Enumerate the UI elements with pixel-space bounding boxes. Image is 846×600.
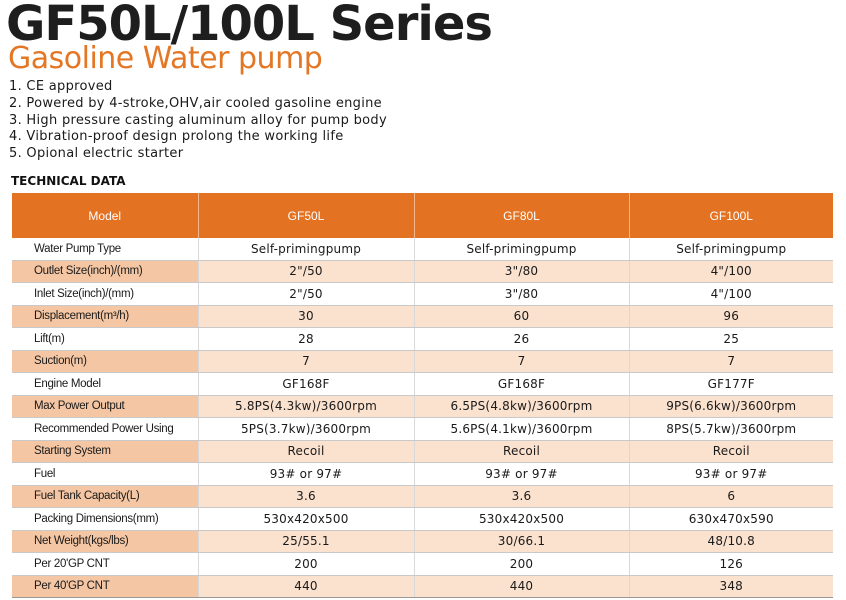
row-label-cell: Packing Dimensions(mm) [12,507,199,531]
row-label-cell: Water Pump Type [12,238,199,261]
row-label-cell: Starting System [12,440,199,463]
value-cell: Self-primingpump [198,238,415,261]
value-cell: Recoil [629,440,833,463]
value-cell: 3.6 [198,485,415,508]
feature-item: 1. CE approved [9,79,113,94]
row-label-cell: Fuel Tank Capacity(L) [12,485,199,508]
value-cell: 8PS(5.7kw)/3600rpm [629,417,833,441]
value-cell: 530x420x500 [198,507,415,531]
value-cell: 4"/100 [629,282,833,306]
value-cell: 200 [198,552,415,576]
value-cell: 5.6PS(4.1kw)/3600rpm [414,417,630,441]
row-label-cell: Fuel [12,462,199,486]
table-row: Lift(m) 28 26 25 [12,327,833,351]
table-row: Starting System Recoil Recoil Recoil [12,440,833,463]
value-cell: 6 [629,485,833,508]
value-cell: 7 [629,350,833,373]
value-cell: 25/55.1 [198,530,415,553]
value-cell: 93# or 97# [629,462,833,486]
value-cell: 30 [198,305,415,328]
row-label-cell: Displacement(m³/h) [12,305,199,328]
row-label-cell: Suction(m) [12,350,199,373]
row-label-cell: Lift(m) [12,327,199,351]
row-label-cell: Max Power Output [12,395,199,418]
row-label-cell: Per 20'GP CNT [12,552,199,576]
value-cell: Recoil [198,440,415,463]
value-cell: 7 [414,350,630,373]
column-header: GF80L [414,193,630,238]
column-header: GF50L [198,193,415,238]
row-label-cell: Inlet Size(inch)/(mm) [12,282,199,306]
table-row: Water Pump Type Self-primingpump Self-prim… [12,238,833,261]
feature-item: 5. Opional electric starter [9,146,184,162]
value-cell: 6.5PS(4.8kw)/3600rpm [414,395,630,418]
value-cell: 93# or 97# [414,462,630,486]
value-cell: 93# or 97# [198,462,415,486]
table-row: Outlet Size(inch)/(mm) 2"/50 3"/80 4"/100 [12,260,833,283]
value-cell: 28 [198,327,415,351]
value-cell: 2"/50 [198,260,415,283]
row-label-cell: Engine Model [12,372,199,396]
feature-list: 1. CE approved 2. Powered by 4-stroke,OH… [9,79,387,163]
value-cell: 440 [414,575,630,598]
page-title: GF50L/100L Series [6,0,493,52]
table-row: Fuel 93# or 97# 93# or 97# 93# or 97# [12,462,833,486]
page-subtitle: Gasoline Water pump [8,41,323,76]
value-cell: Self-primingpump [629,238,833,261]
value-cell: 96 [629,305,833,328]
column-header: Model [12,193,199,238]
value-cell: 60 [414,305,630,328]
value-cell: 3"/80 [414,282,630,306]
value-cell: 440 [198,575,415,598]
table-row: Suction(m) 7 7 7 [12,350,833,373]
table-row: Engine Model GF168F GF168F GF177F [12,372,833,396]
table-row: Fuel Tank Capacity(L) 3.6 3.6 6 [12,485,833,508]
value-cell: 3.6 [414,485,630,508]
feature-item: 2. Powered by 4-stroke,OHV,air cooled ga… [9,95,382,111]
value-cell: 7 [198,350,415,373]
value-cell: 530x420x500 [414,507,630,531]
row-label-cell: Outlet Size(inch)/(mm) [12,260,199,283]
column-header: GF100L [629,193,833,238]
value-cell: 30/66.1 [414,530,630,553]
value-cell: 126 [629,552,833,576]
table-row: Per 20'GP CNT 200 200 126 [12,552,833,576]
value-cell: 5PS(3.7kw)/3600rpm [198,417,415,441]
table-row: Max Power Output 5.8PS(4.3kw)/3600rpm 6.5P… [12,395,833,418]
value-cell: GF168F [414,372,630,396]
value-cell: 348 [629,575,833,598]
value-cell: 4"/100 [629,260,833,283]
value-cell: 48/10.8 [629,530,833,553]
value-cell: 200 [414,552,630,576]
table-row: Recommended Power Using 5PS(3.7kw)/3600rp… [12,417,833,441]
value-cell: 5.8PS(4.3kw)/3600rpm [198,395,415,418]
value-cell: 26 [414,327,630,351]
value-cell: GF168F [198,372,415,396]
value-cell: 2"/50 [198,282,415,306]
value-cell: Self-primingpump [414,238,630,261]
table-row: Packing Dimensions(mm) 530x420x500 530x420… [12,507,833,531]
section-label: TECHNICAL DATA [11,174,126,188]
value-cell: 3"/80 [414,260,630,283]
value-cell: 25 [629,327,833,351]
feature-item: 3. High pressure casting aluminum alloy … [9,112,387,128]
feature-item: 4. Vibration-proof design prolong the wo… [9,129,344,145]
table-row: Displacement(m³/h) 30 60 96 [12,305,833,328]
row-label-cell: Recommended Power Using [12,417,199,441]
row-label-cell: Net Weight(kgs/lbs) [12,530,199,553]
value-cell: Recoil [414,440,630,463]
table-row: Inlet Size(inch)/(mm) 2"/50 3"/80 4"/100 [12,282,833,306]
row-label-cell: Per 40'GP CNT [12,575,199,598]
value-cell: 630x470x590 [629,507,833,531]
value-cell: 9PS(6.6kw)/3600rpm [629,395,833,418]
table-header-row: Model GF50L GF80L GF100L [12,193,833,238]
technical-data-table: Model GF50L GF80L GF100L Water Pump Type… [12,193,833,598]
table-row: Net Weight(kgs/lbs) 25/55.1 30/66.1 48/10.8 [12,530,833,553]
value-cell: GF177F [629,372,833,396]
table-row: Per 40'GP CNT 440 440 348 [12,575,833,598]
